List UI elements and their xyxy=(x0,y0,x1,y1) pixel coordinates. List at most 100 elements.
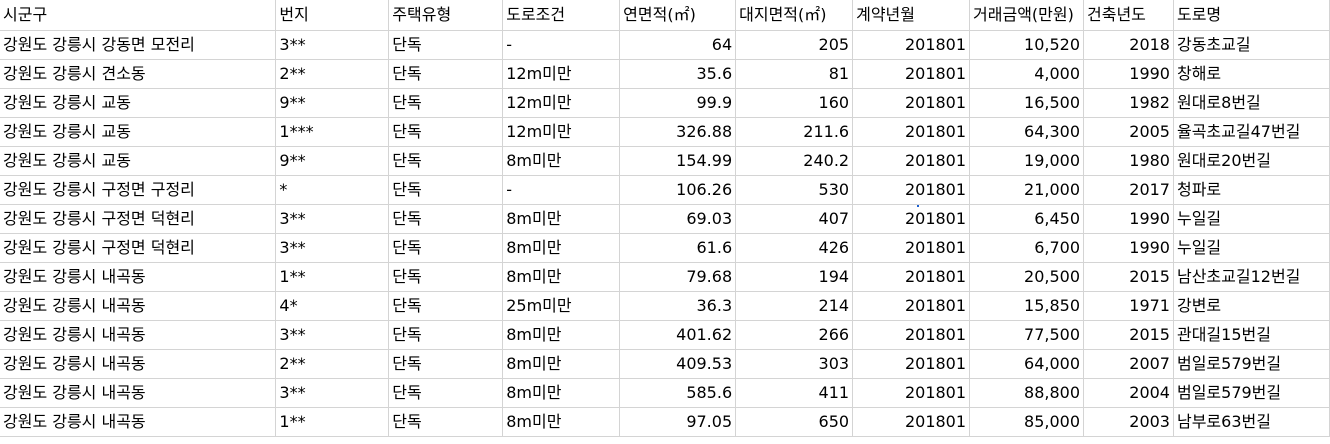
cell-price[interactable]: 64,000 xyxy=(969,349,1085,379)
cell-sigungu[interactable]: 강원도 강릉시 내곡동 xyxy=(0,320,277,350)
cell-contract-month[interactable]: 201801 xyxy=(852,407,971,437)
cell-build-year[interactable]: 2007 xyxy=(1083,349,1174,379)
cell-housing-type[interactable]: 단독 xyxy=(388,349,504,379)
cell-road-name[interactable]: 창해로 xyxy=(1173,59,1330,89)
cell-land-area[interactable]: 205 xyxy=(735,30,854,60)
cell-land-area[interactable]: 194 xyxy=(735,262,854,292)
header-cell-housing-type[interactable]: 주택유형 xyxy=(388,0,504,31)
cell-housing-type[interactable]: 단독 xyxy=(388,30,504,60)
cell-contract-month[interactable]: 201801 xyxy=(852,349,971,379)
cell-land-area[interactable]: 81 xyxy=(735,59,854,89)
cell-sigungu[interactable]: 강원도 강릉시 내곡동 xyxy=(0,291,277,321)
cell-road-name[interactable]: 율곡초교길47번길 xyxy=(1173,117,1330,147)
cell-sigungu[interactable]: 강원도 강릉시 구정면 덕현리 xyxy=(0,233,277,263)
header-cell-build-year[interactable]: 건축년도 xyxy=(1083,0,1174,31)
cell-sigungu[interactable]: 강원도 강릉시 구정면 덕현리 xyxy=(0,204,277,234)
cell-beonji[interactable]: 2** xyxy=(275,349,390,379)
cell-road-condition[interactable]: 12m미만 xyxy=(502,59,621,89)
cell-road-condition[interactable]: 8m미만 xyxy=(502,262,621,292)
cell-build-year[interactable]: 1990 xyxy=(1083,204,1174,234)
cell-sigungu[interactable]: 강원도 강릉시 내곡동 xyxy=(0,262,277,292)
cell-contract-month[interactable]: 201801 xyxy=(852,117,971,147)
cell-road-condition[interactable]: - xyxy=(502,175,621,205)
cell-contract-month[interactable]: 201801 xyxy=(852,88,971,118)
cell-floor-area[interactable]: 79.68 xyxy=(619,262,737,292)
cell-beonji[interactable]: 1** xyxy=(275,262,390,292)
cell-housing-type[interactable]: 단독 xyxy=(388,59,504,89)
cell-floor-area[interactable]: 409.53 xyxy=(619,349,737,379)
cell-land-area[interactable]: 303 xyxy=(735,349,854,379)
cell-road-condition[interactable]: 8m미만 xyxy=(502,349,621,379)
cell-build-year[interactable]: 2004 xyxy=(1083,378,1174,408)
header-cell-price[interactable]: 거래금액(만원) xyxy=(969,0,1085,31)
cell-road-condition[interactable]: 8m미만 xyxy=(502,320,621,350)
cell-contract-month[interactable]: 201801 xyxy=(852,291,971,321)
cell-build-year[interactable]: 1990 xyxy=(1083,233,1174,263)
cell-price[interactable]: 64,300 xyxy=(969,117,1085,147)
cell-beonji[interactable]: 2** xyxy=(275,59,390,89)
cell-price[interactable]: 15,850 xyxy=(969,291,1085,321)
cell-sigungu[interactable]: 강원도 강릉시 교동 xyxy=(0,146,277,176)
cell-floor-area[interactable]: 99.9 xyxy=(619,88,737,118)
cell-floor-area[interactable]: 36.3 xyxy=(619,291,737,321)
cell-road-name[interactable]: 원대로20번길 xyxy=(1173,146,1330,176)
cell-price[interactable]: 10,520 xyxy=(969,30,1085,60)
cell-housing-type[interactable]: 단독 xyxy=(388,88,504,118)
cell-price[interactable]: 19,000 xyxy=(969,146,1085,176)
cell-land-area[interactable]: 650 xyxy=(735,407,854,437)
cell-housing-type[interactable]: 단독 xyxy=(388,378,504,408)
cell-road-condition[interactable]: 8m미만 xyxy=(502,204,621,234)
cell-contract-month[interactable]: 201801 xyxy=(852,30,971,60)
cell-road-condition[interactable]: 12m미만 xyxy=(502,117,621,147)
cell-road-name[interactable]: 누일길 xyxy=(1173,233,1330,263)
header-cell-road-name[interactable]: 도로명 xyxy=(1173,0,1330,31)
cell-road-condition[interactable]: 12m미만 xyxy=(502,88,621,118)
cell-road-name[interactable]: 누일길 xyxy=(1173,204,1330,234)
cell-housing-type[interactable]: 단독 xyxy=(388,117,504,147)
cell-road-condition[interactable]: 8m미만 xyxy=(502,233,621,263)
cell-build-year[interactable]: 2018 xyxy=(1083,30,1174,60)
cell-beonji[interactable]: 3** xyxy=(275,320,390,350)
header-cell-beonji[interactable]: 번지 xyxy=(275,0,390,31)
cell-beonji[interactable]: 3** xyxy=(275,30,390,60)
cell-floor-area[interactable]: 35.6 xyxy=(619,59,737,89)
cell-road-name[interactable]: 원대로8번길 xyxy=(1173,88,1330,118)
cell-road-condition[interactable]: - xyxy=(502,30,621,60)
header-cell-road-condition[interactable]: 도로조건 xyxy=(502,0,621,31)
cell-beonji[interactable]: 3** xyxy=(275,233,390,263)
cell-price[interactable]: 88,800 xyxy=(969,378,1085,408)
cell-build-year[interactable]: 2003 xyxy=(1083,407,1174,437)
cell-beonji[interactable]: 1*** xyxy=(275,117,390,147)
cell-housing-type[interactable]: 단독 xyxy=(388,320,504,350)
cell-price[interactable]: 4,000 xyxy=(969,59,1085,89)
cell-sigungu[interactable]: 강원도 강릉시 견소동 xyxy=(0,59,277,89)
cell-land-area[interactable]: 411 xyxy=(735,378,854,408)
cell-floor-area[interactable]: 64 xyxy=(619,30,737,60)
cell-land-area[interactable]: 426 xyxy=(735,233,854,263)
cell-land-area[interactable]: 214 xyxy=(735,291,854,321)
cell-build-year[interactable]: 2015 xyxy=(1083,262,1174,292)
cell-land-area[interactable]: 266 xyxy=(735,320,854,350)
header-cell-land-area[interactable]: 대지면적(㎡) xyxy=(735,0,854,31)
cell-sigungu[interactable]: 강원도 강릉시 내곡동 xyxy=(0,378,277,408)
cell-road-condition[interactable]: 25m미만 xyxy=(502,291,621,321)
cell-contract-month[interactable]: 201801 xyxy=(852,378,971,408)
cell-contract-month[interactable]: 201801 xyxy=(852,204,971,234)
cell-sigungu[interactable]: 강원도 강릉시 교동 xyxy=(0,117,277,147)
cell-land-area[interactable]: 407 xyxy=(735,204,854,234)
cell-build-year[interactable]: 2017 xyxy=(1083,175,1174,205)
cell-road-condition[interactable]: 8m미만 xyxy=(502,146,621,176)
cell-road-name[interactable]: 범일로579번길 xyxy=(1173,378,1330,408)
cell-housing-type[interactable]: 단독 xyxy=(388,291,504,321)
cell-road-condition[interactable]: 8m미만 xyxy=(502,407,621,437)
cell-housing-type[interactable]: 단독 xyxy=(388,407,504,437)
cell-land-area[interactable]: 240.2 xyxy=(735,146,854,176)
cell-build-year[interactable]: 2015 xyxy=(1083,320,1174,350)
cell-build-year[interactable]: 1990 xyxy=(1083,59,1174,89)
cell-floor-area[interactable]: 154.99 xyxy=(619,146,737,176)
cell-floor-area[interactable]: 326.88 xyxy=(619,117,737,147)
cell-beonji[interactable]: 9** xyxy=(275,88,390,118)
cell-price[interactable]: 20,500 xyxy=(969,262,1085,292)
cell-housing-type[interactable]: 단독 xyxy=(388,204,504,234)
header-cell-contract-month[interactable]: 계약년월 xyxy=(852,0,971,31)
